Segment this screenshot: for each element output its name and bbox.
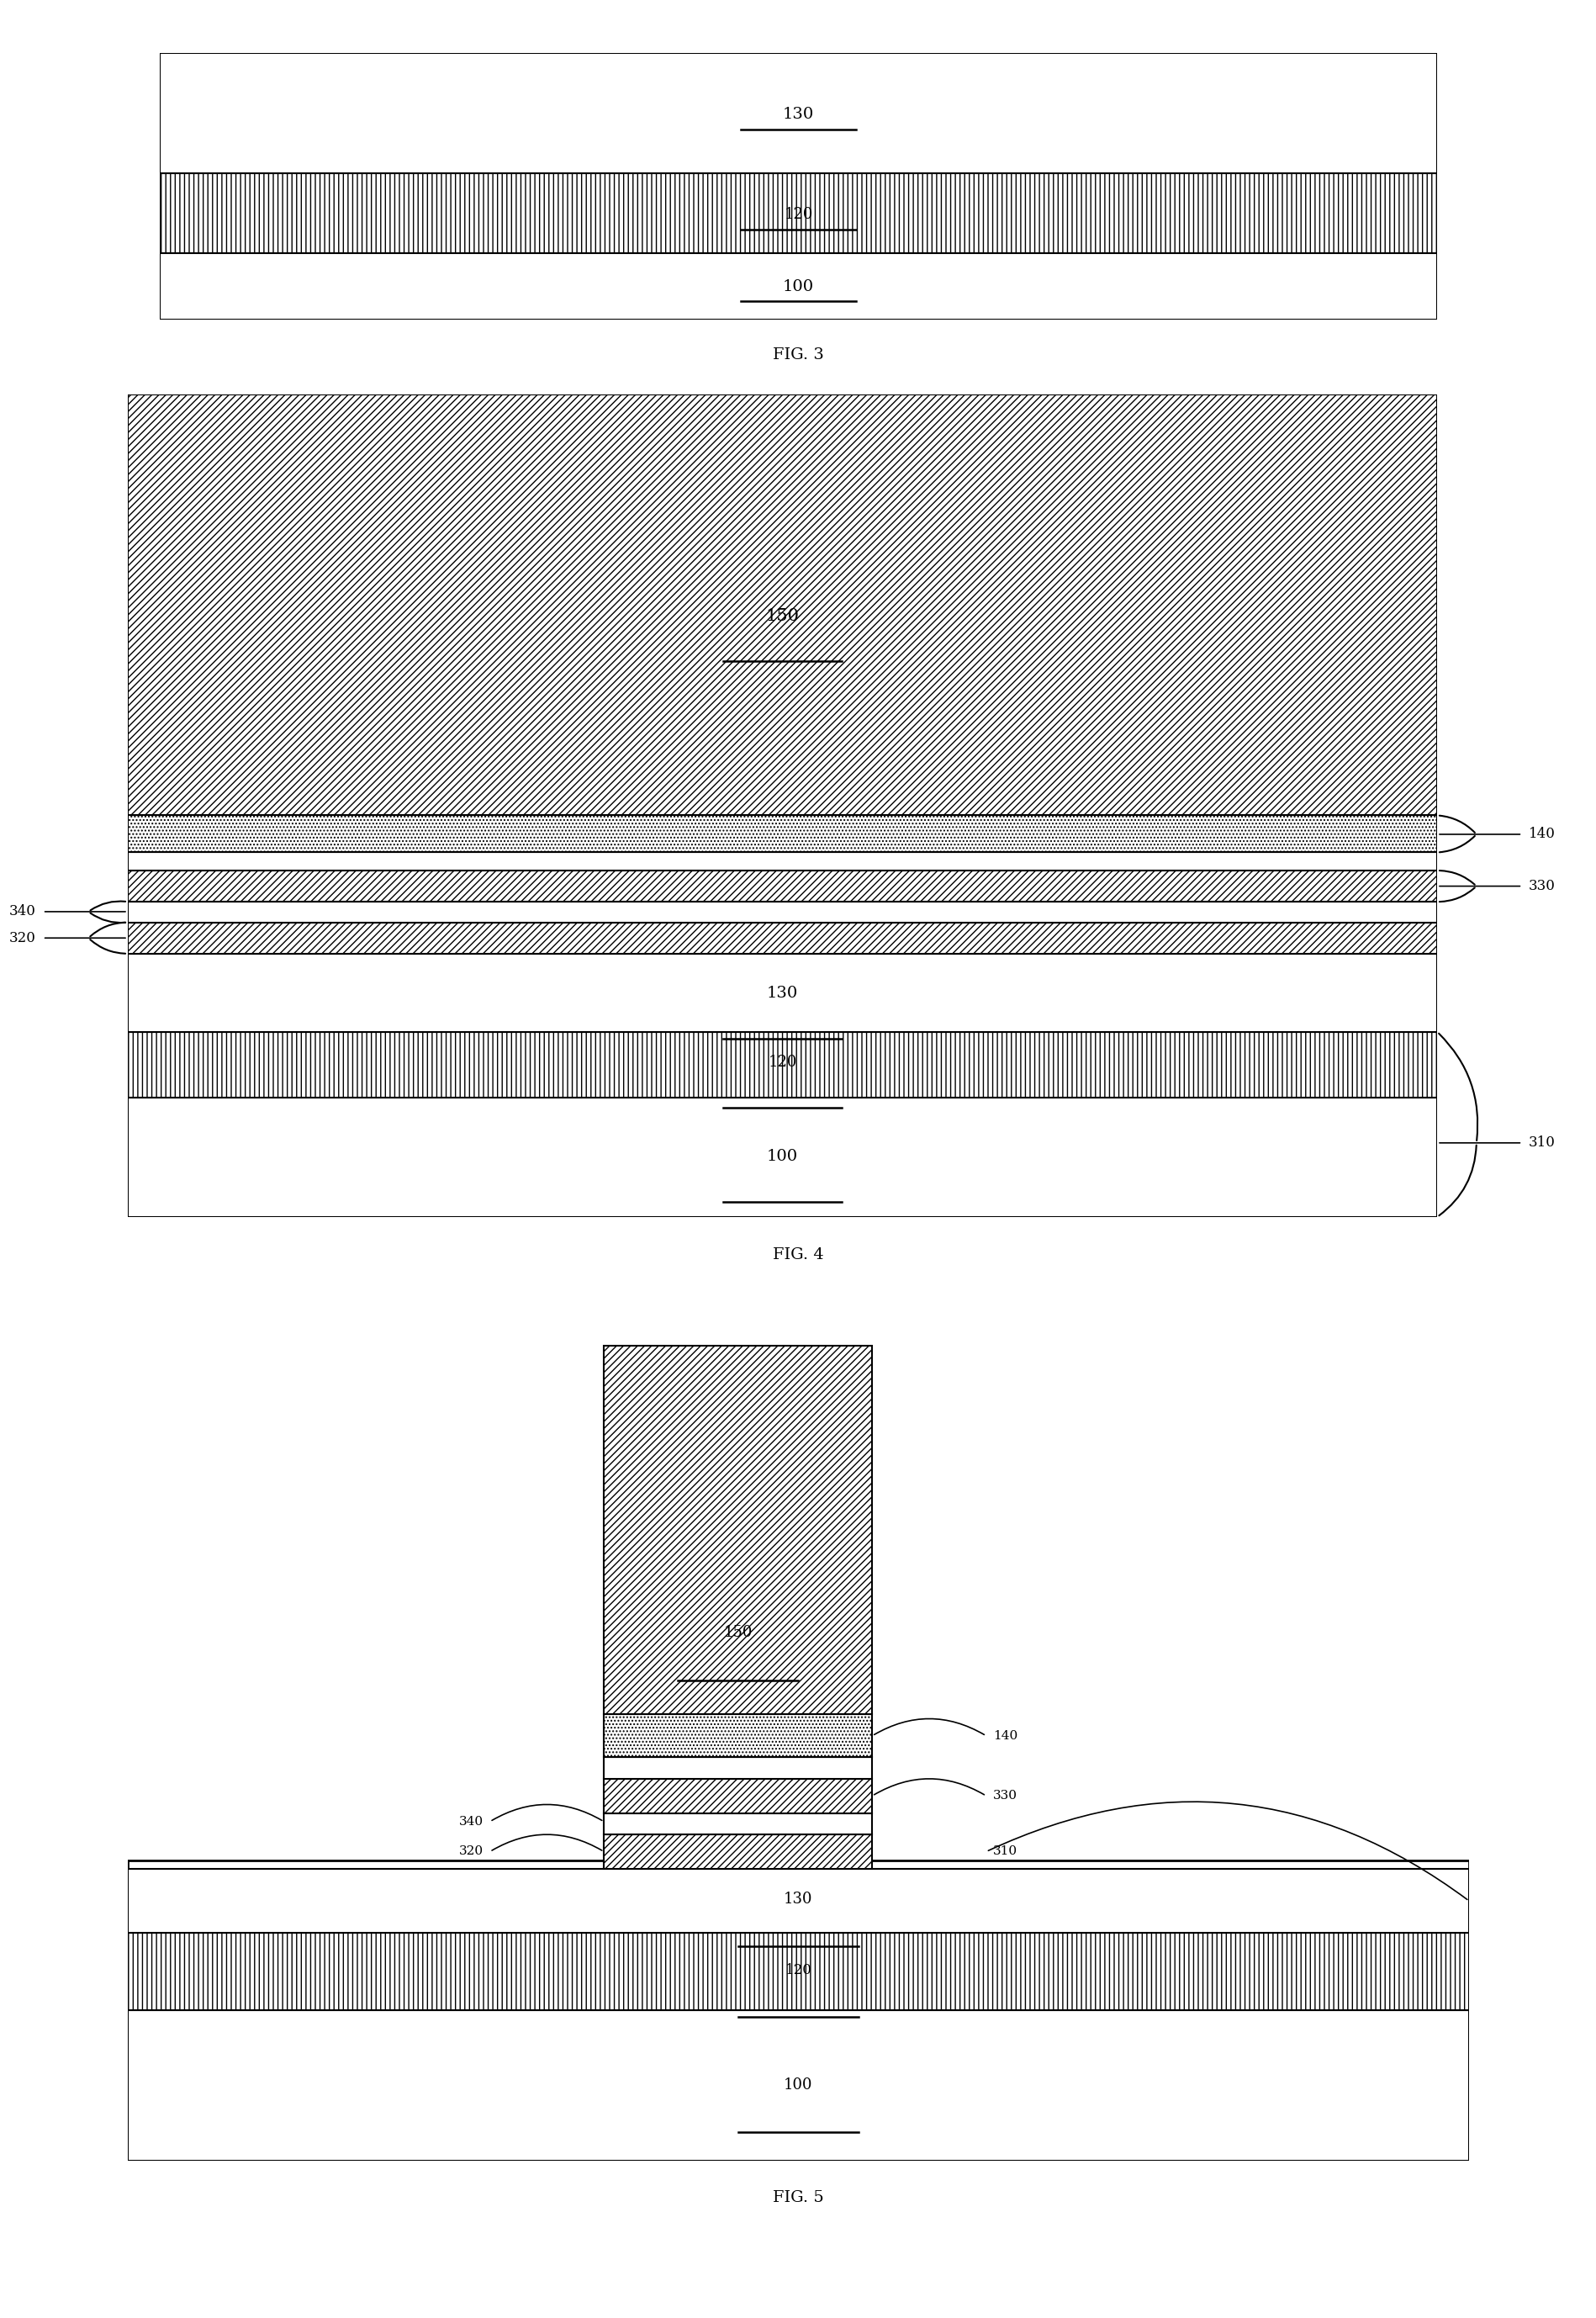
Text: 340: 340 bbox=[10, 904, 37, 918]
Bar bbox=[128, 1868, 1468, 1933]
Bar bbox=[160, 253, 1436, 320]
Text: 140: 140 bbox=[1527, 828, 1555, 841]
Text: 100: 100 bbox=[766, 1150, 798, 1164]
Text: 100: 100 bbox=[782, 278, 814, 294]
Bar bbox=[128, 816, 1436, 853]
Text: 130: 130 bbox=[766, 985, 798, 1001]
Bar bbox=[128, 902, 1436, 923]
Text: 130: 130 bbox=[782, 107, 814, 123]
Bar bbox=[603, 1344, 871, 1715]
Text: 140: 140 bbox=[993, 1729, 1017, 1741]
Text: 150: 150 bbox=[723, 1625, 752, 1641]
Bar bbox=[128, 1032, 1436, 1099]
Text: 100: 100 bbox=[784, 2077, 812, 2093]
Text: 310: 310 bbox=[993, 1845, 1017, 1857]
Bar bbox=[603, 1757, 871, 1778]
Text: 120: 120 bbox=[785, 1963, 811, 1977]
Text: 130: 130 bbox=[784, 1891, 812, 1905]
Bar bbox=[603, 1813, 871, 1834]
Bar bbox=[160, 174, 1436, 253]
Text: 330: 330 bbox=[993, 1789, 1017, 1801]
Text: FIG. 4: FIG. 4 bbox=[772, 1247, 824, 1263]
Text: 320: 320 bbox=[458, 1845, 484, 1857]
Text: 310: 310 bbox=[1527, 1136, 1555, 1150]
Bar bbox=[128, 923, 1436, 953]
Bar bbox=[128, 2010, 1468, 2160]
Bar bbox=[128, 872, 1436, 902]
Text: FIG. 5: FIG. 5 bbox=[772, 2191, 824, 2207]
Bar bbox=[128, 853, 1436, 872]
Bar bbox=[128, 1099, 1436, 1217]
Text: 120: 120 bbox=[784, 206, 812, 223]
Bar bbox=[128, 1859, 1468, 2160]
Bar bbox=[603, 1715, 871, 1757]
Bar bbox=[160, 53, 1436, 174]
Bar bbox=[128, 394, 1436, 816]
Text: 150: 150 bbox=[764, 607, 800, 624]
Bar bbox=[128, 1933, 1468, 2010]
Bar bbox=[603, 1778, 871, 1813]
Bar bbox=[603, 1834, 871, 1868]
Text: 120: 120 bbox=[768, 1055, 796, 1071]
Text: 330: 330 bbox=[1527, 879, 1555, 892]
Text: 320: 320 bbox=[10, 932, 37, 946]
Bar bbox=[128, 953, 1436, 1032]
Text: FIG. 3: FIG. 3 bbox=[772, 348, 824, 364]
Text: 340: 340 bbox=[458, 1815, 484, 1827]
